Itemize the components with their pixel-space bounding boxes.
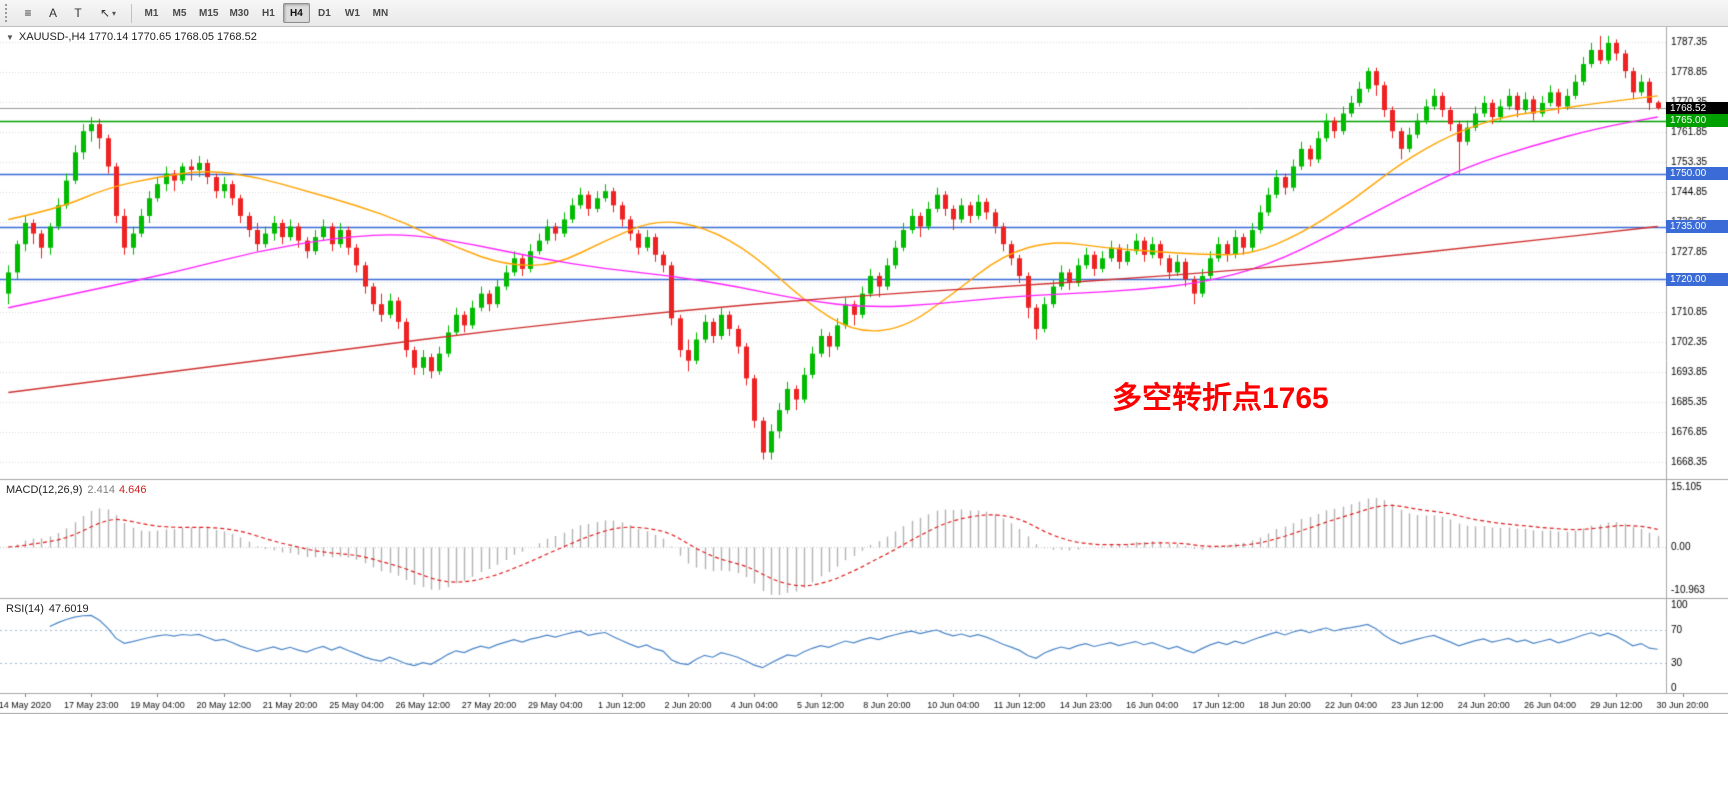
price-tag-1765: 1765.00 (1666, 114, 1728, 128)
annotation-text: 多空转折点1765 (1112, 382, 1329, 415)
price-tag-1720: 1720.00 (1666, 272, 1728, 286)
chart-ohlc-text: XAUUSD-,H4 1770.14 1770.65 1768.05 1768.… (18, 31, 257, 43)
arrows-tool-dropdown[interactable]: ↖ ▾ (91, 3, 125, 24)
main-toolbar: ≡ A T ↖ ▾ M1 M5 M15 M30 H1 H4 D1 W1 MN (0, 0, 1728, 27)
chart-window: ▼ XAUUSD-,H4 1770.14 1770.65 1768.05 1768… (0, 27, 1728, 714)
timeframe-m15[interactable]: M15 (194, 3, 223, 23)
text-tool-button[interactable]: T (66, 3, 90, 24)
text-label-tool-button[interactable]: A (41, 3, 65, 24)
current-price-tag: 1768.52 (1666, 101, 1728, 115)
chart-symbol-title: ▼ XAUUSD-,H4 1770.14 1770.65 1768.05 1768… (6, 31, 257, 43)
text-label-icon: A (48, 6, 57, 20)
objects-list-icon: ≡ (24, 6, 32, 20)
price-tag-1750: 1750.00 (1666, 167, 1728, 181)
chevron-down-icon: ▾ (112, 8, 117, 18)
rsi-value: 47.6019 (48, 603, 89, 615)
macd-main-value: 2.414 (87, 484, 115, 496)
toolbar-grip[interactable] (5, 4, 11, 22)
macd-signal-value: 4.646 (118, 484, 147, 496)
timeframe-h4[interactable]: H4 (282, 3, 310, 23)
timeframe-w1[interactable]: W1 (339, 3, 366, 23)
toolbar-separator (131, 3, 132, 23)
collapse-icon[interactable]: ▼ (6, 33, 14, 42)
timeframe-m5[interactable]: M5 (166, 3, 193, 23)
objects-tool-button[interactable]: ≡ (16, 3, 40, 24)
macd-label: MACD(12,26,9) 2.414 4.646 (6, 484, 146, 496)
arrow-tool-icon: ↖ (99, 6, 111, 20)
price-chart-canvas[interactable] (0, 27, 1728, 714)
timeframe-mn[interactable]: MN (367, 3, 394, 23)
text-tool-icon: T (74, 6, 82, 20)
timeframe-d1[interactable]: D1 (311, 3, 338, 23)
window-bottom-area (0, 714, 1728, 794)
rsi-label: RSI(14) 47.6019 (6, 603, 89, 615)
price-tag-1735: 1735.00 (1666, 220, 1728, 234)
timeframe-m30[interactable]: M30 (224, 3, 253, 23)
macd-name: MACD(12,26,9) (6, 484, 83, 496)
rsi-name: RSI(14) (6, 603, 44, 615)
timeframe-m1[interactable]: M1 (138, 3, 165, 23)
timeframe-h1[interactable]: H1 (255, 3, 282, 23)
